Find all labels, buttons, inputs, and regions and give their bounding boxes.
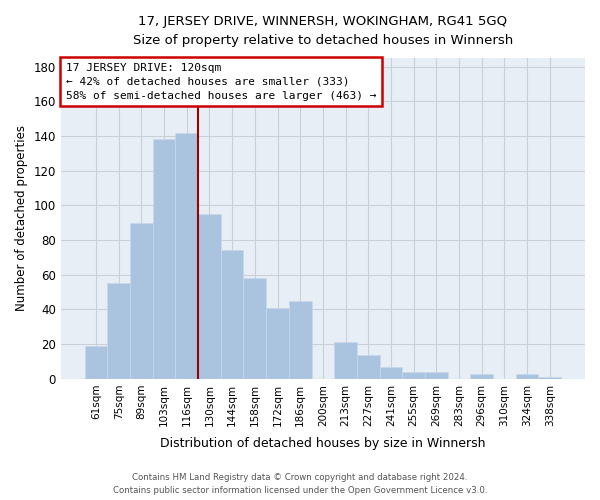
Title: 17, JERSEY DRIVE, WINNERSH, WOKINGHAM, RG41 5GQ
Size of property relative to det: 17, JERSEY DRIVE, WINNERSH, WOKINGHAM, R… — [133, 15, 513, 47]
Bar — [289, 301, 311, 379]
Bar — [357, 354, 380, 379]
Bar — [266, 308, 289, 379]
Bar — [221, 250, 244, 379]
Bar — [130, 222, 152, 379]
Bar — [244, 278, 266, 379]
Bar — [425, 372, 448, 379]
Bar — [470, 374, 493, 379]
Bar — [516, 374, 538, 379]
Bar — [334, 342, 357, 379]
Bar — [107, 284, 130, 379]
Text: 17 JERSEY DRIVE: 120sqm
← 42% of detached houses are smaller (333)
58% of semi-d: 17 JERSEY DRIVE: 120sqm ← 42% of detache… — [66, 62, 377, 100]
Bar — [380, 367, 403, 379]
Bar — [152, 140, 175, 379]
Bar — [403, 372, 425, 379]
Bar — [538, 377, 561, 379]
Text: Contains HM Land Registry data © Crown copyright and database right 2024.
Contai: Contains HM Land Registry data © Crown c… — [113, 474, 487, 495]
X-axis label: Distribution of detached houses by size in Winnersh: Distribution of detached houses by size … — [160, 437, 485, 450]
Bar — [175, 132, 198, 379]
Bar — [85, 346, 107, 379]
Y-axis label: Number of detached properties: Number of detached properties — [15, 126, 28, 312]
Bar — [198, 214, 221, 379]
